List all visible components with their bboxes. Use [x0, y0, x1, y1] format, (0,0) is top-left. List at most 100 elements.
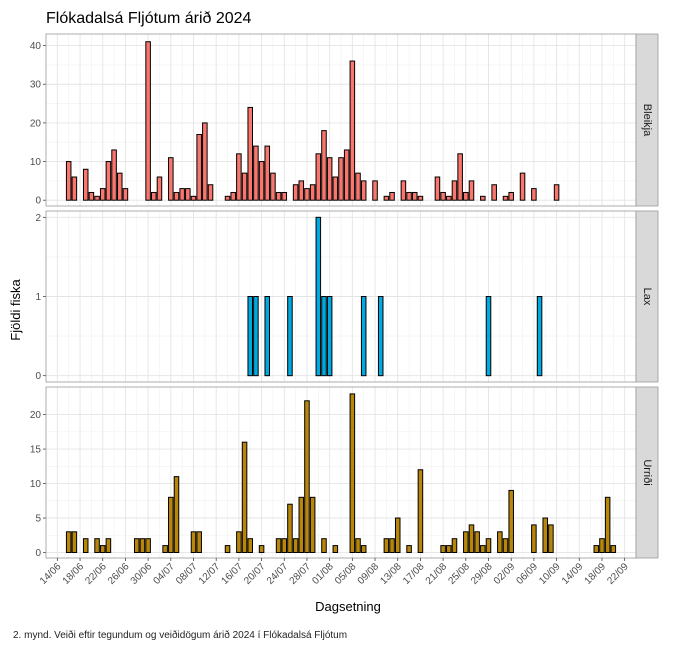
bar: [315, 153, 322, 201]
bar: [372, 180, 378, 201]
bar: [247, 538, 253, 553]
bar: [281, 538, 288, 553]
x-tick-label: 14/06: [38, 561, 64, 587]
panel-lax: 0 1 2 Lax: [35, 210, 659, 383]
bar: [321, 130, 327, 201]
bar: [542, 517, 549, 553]
bar: [264, 296, 271, 377]
bar: [599, 538, 605, 553]
bar: [411, 191, 418, 201]
bar: [236, 153, 242, 201]
bar: [360, 545, 367, 553]
bar: [610, 545, 617, 553]
bar: [179, 188, 185, 201]
x-tick-label: 12/07: [197, 561, 223, 587]
bar: [304, 400, 310, 553]
bar: [468, 180, 475, 201]
bar: [446, 545, 452, 553]
bar: [105, 161, 112, 201]
y-tick-label: 5: [35, 514, 41, 525]
bar: [253, 296, 259, 377]
bar: [480, 195, 486, 201]
figure-caption: 2. mynd. Veiði eftir tegundum og veiðidö…: [13, 630, 348, 641]
bar: [593, 545, 600, 553]
bar: [304, 188, 310, 201]
y-tick-label: 10: [30, 479, 42, 490]
bar: [480, 545, 486, 553]
bar: [338, 157, 344, 201]
bar: [315, 216, 322, 377]
bar: [491, 184, 497, 201]
bar: [389, 191, 395, 201]
bar: [531, 524, 537, 553]
bar: [440, 191, 446, 201]
x-tick-label: 20/07: [242, 561, 268, 587]
x-tick-label: 18/06: [61, 561, 87, 587]
bar: [94, 538, 100, 553]
y-tick-label: 0: [35, 548, 41, 559]
bar: [360, 296, 367, 377]
bar: [360, 180, 367, 201]
y-tick-label: 10: [30, 157, 42, 168]
bar: [281, 191, 288, 201]
bar: [406, 545, 412, 553]
bar: [287, 296, 293, 377]
bar: [168, 157, 174, 201]
bar: [190, 531, 197, 553]
bar: [326, 157, 333, 201]
x-tick-label: 13/08: [378, 561, 404, 587]
bar: [173, 191, 180, 201]
facet-strip: [635, 210, 659, 383]
bar: [253, 145, 259, 201]
bar: [508, 489, 514, 553]
x-tick-label: 29/08: [469, 561, 495, 587]
bar: [377, 296, 384, 377]
bar: [105, 538, 112, 553]
bar: [326, 296, 333, 377]
bar: [502, 195, 509, 201]
bar: [548, 524, 554, 553]
y-tick-label: 15: [30, 445, 42, 456]
bar: [247, 296, 253, 377]
bar: [502, 538, 509, 553]
bar: [202, 122, 208, 201]
bar: [508, 191, 514, 201]
bar: [122, 188, 129, 201]
bar: [247, 106, 253, 201]
bar: [82, 168, 89, 201]
bar: [71, 531, 78, 553]
bar: [451, 180, 458, 201]
bar: [156, 176, 163, 201]
x-tick-label: 22/09: [605, 561, 631, 587]
bar: [298, 496, 305, 553]
y-tick-label: 2: [35, 213, 41, 224]
bar: [185, 188, 191, 201]
panel-bleikja: 0 10 20 30 40 Bleikja: [30, 33, 659, 207]
bar: [349, 60, 356, 201]
bar: [355, 172, 361, 201]
bar: [116, 172, 123, 201]
bar: [173, 476, 180, 553]
bar: [65, 531, 72, 553]
x-tick-label: 14/09: [560, 561, 586, 587]
x-tick-label: 26/06: [106, 561, 132, 587]
y-axis-label: Fjöldi fiska: [8, 279, 23, 341]
bar: [224, 195, 231, 201]
bar: [531, 188, 537, 201]
bar: [463, 531, 469, 553]
y-tick-label: 20: [30, 410, 42, 421]
bar: [71, 176, 78, 201]
facet-strip-label: Lax: [641, 288, 653, 306]
y-tick-label: 0: [35, 371, 41, 382]
bar: [264, 145, 271, 201]
facet-strip-label: Bleikja: [641, 104, 653, 137]
bar: [446, 195, 452, 201]
bar: [224, 545, 231, 553]
bar: [139, 538, 146, 553]
bar: [309, 184, 316, 201]
bar: [434, 176, 441, 201]
bar: [111, 149, 117, 201]
bar: [88, 191, 95, 201]
bar: [497, 531, 503, 553]
